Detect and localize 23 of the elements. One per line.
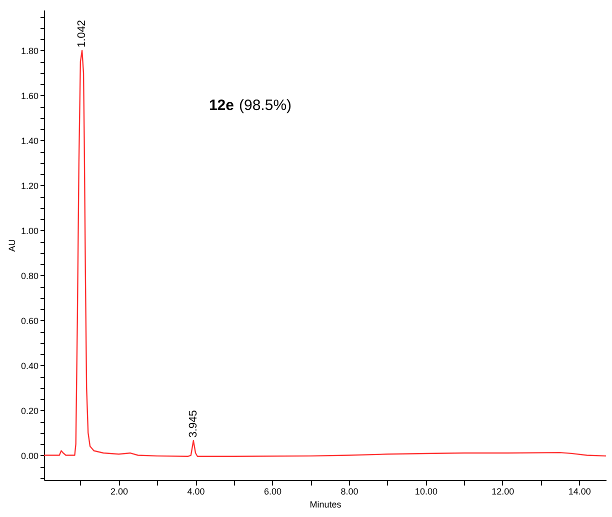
y-axis-title: AU (6, 239, 17, 252)
x-tick-label: 12.00 (492, 486, 514, 496)
y-tick-label: 1.80 (20, 46, 38, 56)
annotation: 3.945 (187, 410, 200, 438)
x-tick-label: 14.00 (568, 486, 591, 496)
y-tick-label: 0.20 (20, 406, 38, 416)
x-tick-label: 6.00 (264, 486, 282, 496)
y-tick-label: 1.00 (20, 226, 38, 236)
x-tick-label: 2.00 (110, 486, 128, 496)
y-tick-label: 0.40 (20, 360, 38, 371)
x-tick-label: 10.00 (414, 486, 438, 496)
annotation: 1.042 (76, 20, 88, 48)
x-tick-label: 8.00 (340, 486, 358, 496)
y-tick-label: 1.60 (20, 90, 38, 101)
y-tick-label: 0.60 (20, 316, 38, 326)
line-series (43, 50, 607, 457)
y-tick-label: 0.00 (20, 450, 38, 461)
x-tick-label: 4.00 (187, 486, 205, 496)
annotation: 12e (98.5%) (208, 97, 292, 114)
y-tick-label: 0.80 (20, 270, 38, 281)
x-axis-title: Minutes (310, 500, 342, 510)
y-tick-label: 1.20 (20, 180, 38, 191)
y-tick-label: 1.40 (20, 136, 38, 146)
